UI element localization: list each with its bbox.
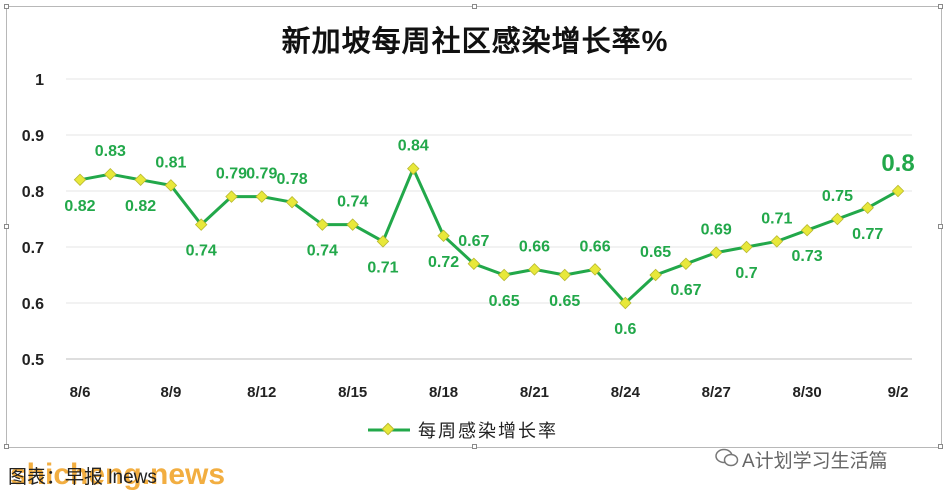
x-tick-label: 8/27 [702,384,731,401]
legend-label: 每周感染增长率 [418,421,558,441]
gridlines [66,78,912,360]
y-tick-label: 0.6 [22,296,44,313]
y-tick-label: 1 [35,72,44,89]
resize-handle-top-left[interactable] [4,4,9,9]
wechat-icon [715,448,739,467]
data-label: 0.7 [735,265,757,282]
source-note: 图表：早报 lnews [8,467,157,488]
data-label: 0.72 [428,254,459,271]
data-point [649,268,662,282]
data-point [558,268,571,282]
resize-handle-left[interactable] [4,224,9,229]
data-point [407,162,420,175]
legend-marker-swatch [381,422,395,436]
watermark-text: shicheng.news [10,458,226,491]
y-tick-label: 0.7 [22,240,44,257]
y-tick-label: 0.5 [22,352,44,369]
data-label: 0.82 [64,198,95,215]
data-label: 0.74 [186,243,217,260]
data-label: 0.65 [489,293,520,310]
data-point [619,296,632,310]
data-point [255,190,269,203]
data-point [891,184,905,198]
data-point [164,179,178,192]
chart-title: 新加坡每周社区感染增长率% [281,26,669,58]
data-label: 0.69 [701,222,732,239]
data-label: 0.67 [670,282,701,299]
data-labels: 0.820.830.820.810.740.79 0.79 0.780.740.74… [64,138,914,338]
data-label: 0.83 [95,143,126,160]
data-point [467,257,481,271]
data-point [194,218,208,231]
x-tick-label: 9/2 [888,384,909,401]
resize-handle-bottom-right[interactable] [938,444,943,449]
data-label: 0.77 [852,226,883,243]
data-label: 0.71 [761,210,792,227]
data-point [740,240,753,254]
data-label: 0.79 [246,166,277,183]
data-point [528,263,541,276]
resize-handle-top[interactable] [472,4,477,9]
data-label: 0.65 [549,293,580,310]
resize-handle-bottom[interactable] [472,444,477,449]
data-point [376,235,390,248]
data-point [800,223,814,237]
data-point [316,218,329,231]
data-label: 0.6 [614,321,636,338]
resize-handle-bottom-left[interactable] [4,444,9,449]
resize-handle-top-right[interactable] [938,4,943,9]
x-tick-label: 8/24 [611,384,641,401]
data-point [831,212,844,226]
series-line-path [79,167,899,305]
data-point [134,173,147,187]
wechat-credit: A计划学习生活篇 [742,451,888,472]
x-tick-label: 8/9 [160,384,181,401]
x-tick-label: 8/6 [70,384,91,401]
data-point [679,257,693,271]
data-label: 0.66 [579,238,610,255]
x-axis-tick-labels: 8/6 8/9 8/12 8/15 8/18 8/21 8/24 8/27 8/30 9/2 [70,384,909,401]
x-tick-label: 8/18 [429,384,458,401]
data-label: 0.81 [155,154,186,171]
data-point [285,195,299,209]
x-tick-label: 8/21 [520,384,549,401]
x-tick-label: 8/12 [247,384,276,401]
data-point [497,268,511,282]
data-point [437,229,450,243]
y-tick-label: 0.9 [22,128,44,145]
y-tick-label: 0.8 [22,184,44,201]
data-label: 0.74 [337,194,368,211]
resize-handle-right[interactable] [938,224,943,229]
data-label: 0.73 [792,248,823,265]
data-label: 0.74 [307,243,338,260]
y-axis-tick-labels: 0.5 0.6 0.7 0.8 0.9 1 [22,72,44,369]
legend: 每周感染增长率 [368,421,558,441]
series-line [79,167,899,305]
data-point [73,173,87,187]
x-tick-label: 8/30 [793,384,822,401]
data-point [588,263,602,276]
data-label: 0.79 [216,166,247,183]
data-label: 0.8 [881,150,914,177]
data-point [346,218,359,231]
data-point [104,167,117,181]
data-label: 0.75 [822,188,853,205]
data-label: 0.84 [398,138,429,155]
data-label: 0.65 [640,244,671,261]
series-markers [73,162,905,310]
data-point [709,246,723,259]
data-label: 0.67 [458,233,489,250]
data-label: 0.82 [125,198,156,215]
data-point [225,190,238,203]
data-label: 0.78 [277,171,308,188]
data-point [770,235,784,248]
x-tick-label: 8/15 [338,384,367,401]
data-label: 0.71 [367,259,398,276]
data-label: 0.66 [519,238,550,255]
data-point [861,201,874,215]
